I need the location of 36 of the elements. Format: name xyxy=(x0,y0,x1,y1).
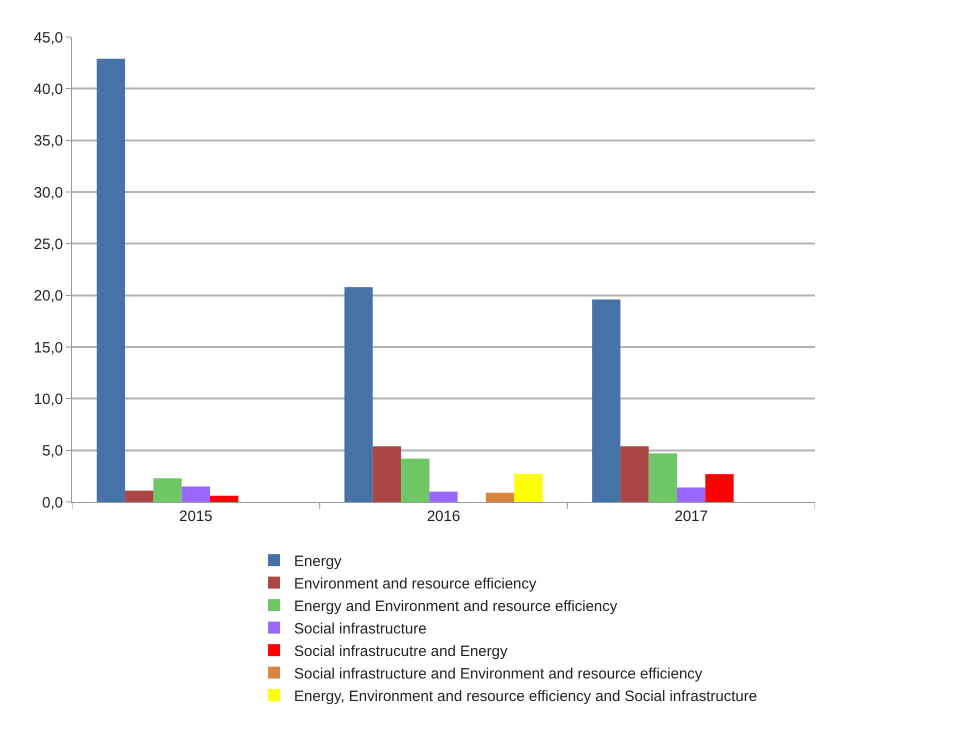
y-tick-label: 15,0 xyxy=(34,339,63,356)
y-tick-label: 25,0 xyxy=(34,236,63,253)
bar xyxy=(514,474,543,502)
bar xyxy=(486,492,514,502)
x-tick-label: 2017 xyxy=(674,508,708,525)
x-tick-label: 2016 xyxy=(426,508,460,525)
legend-label: Social infrastrucutre and Energy xyxy=(294,642,508,660)
bar xyxy=(344,287,373,502)
y-tick-label: 10,0 xyxy=(34,390,63,408)
bar xyxy=(153,478,182,502)
legend-label: Social infrastructure xyxy=(294,620,427,638)
legend-label: Energy and Environment and resource efficiency xyxy=(294,598,618,615)
bar xyxy=(648,453,678,502)
legend-label: Energy, Environment and resource efficiency and Social infrastructure xyxy=(294,688,758,705)
bar xyxy=(401,458,430,502)
y-tick-label: 20,0 xyxy=(34,288,63,305)
y-tick-label: 40,0 xyxy=(34,80,63,98)
bar xyxy=(96,58,126,502)
legend-label: Energy xyxy=(294,552,342,570)
bar xyxy=(210,496,238,502)
bar xyxy=(429,492,458,502)
x-tick-label: 2015 xyxy=(179,508,213,525)
legend-label: Social infrastructure and Environment and resource efficiency xyxy=(294,665,703,682)
bar xyxy=(620,446,649,502)
y-tick-label: 35,0 xyxy=(34,132,63,150)
bar xyxy=(705,474,734,502)
bar xyxy=(182,486,210,502)
y-tick-label: 0,0 xyxy=(42,494,63,512)
bar xyxy=(125,490,154,502)
y-tick-label: 5,0 xyxy=(42,442,63,460)
y-tick-label: 45,0 xyxy=(34,29,63,46)
y-tick-label: 30,0 xyxy=(34,184,63,202)
legend-label: Environment and resource efficiency xyxy=(294,575,537,592)
bar xyxy=(677,488,706,502)
bar xyxy=(372,446,402,502)
bar xyxy=(592,299,620,502)
